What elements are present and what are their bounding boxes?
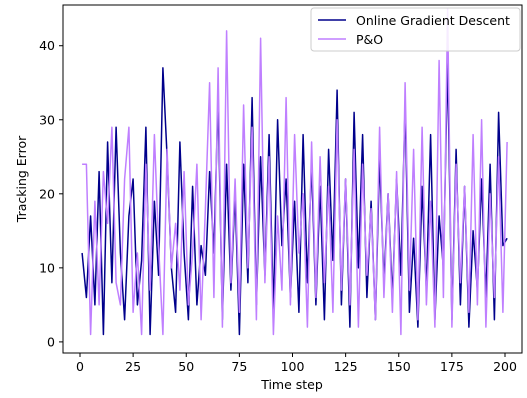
x-tick-label: 75	[231, 359, 247, 374]
legend: Online Gradient Descent P&O	[310, 7, 521, 52]
x-tick-label: 25	[125, 359, 141, 374]
y-axis: 0 10 20 30 40	[39, 38, 63, 349]
x-tick-label: 150	[387, 359, 411, 374]
x-tick-label: 125	[334, 359, 358, 374]
legend-frame	[310, 7, 521, 52]
x-tick-label: 200	[493, 359, 517, 374]
legend-label-online-gradient-descent: Online Gradient Descent	[356, 13, 510, 28]
x-axis: 0 25 50 75 100 125 150 175 200	[76, 353, 517, 374]
y-axis-label: Tracking Error	[14, 135, 29, 223]
x-tick-label: 100	[281, 359, 305, 374]
legend-label-p-and-o: P&O	[356, 32, 383, 47]
y-tick-label: 10	[39, 260, 55, 275]
y-tick-label: 30	[39, 112, 55, 127]
x-tick-label: 175	[440, 359, 464, 374]
y-tick-label: 20	[39, 186, 55, 201]
x-tick-label: 50	[178, 359, 194, 374]
x-tick-label: 0	[76, 359, 84, 374]
x-axis-label: Time step	[260, 377, 323, 392]
y-tick-label: 0	[47, 334, 55, 349]
series-line-p-and-o	[82, 7, 508, 336]
series-layer	[81, 7, 508, 336]
y-tick-label: 40	[39, 38, 55, 53]
